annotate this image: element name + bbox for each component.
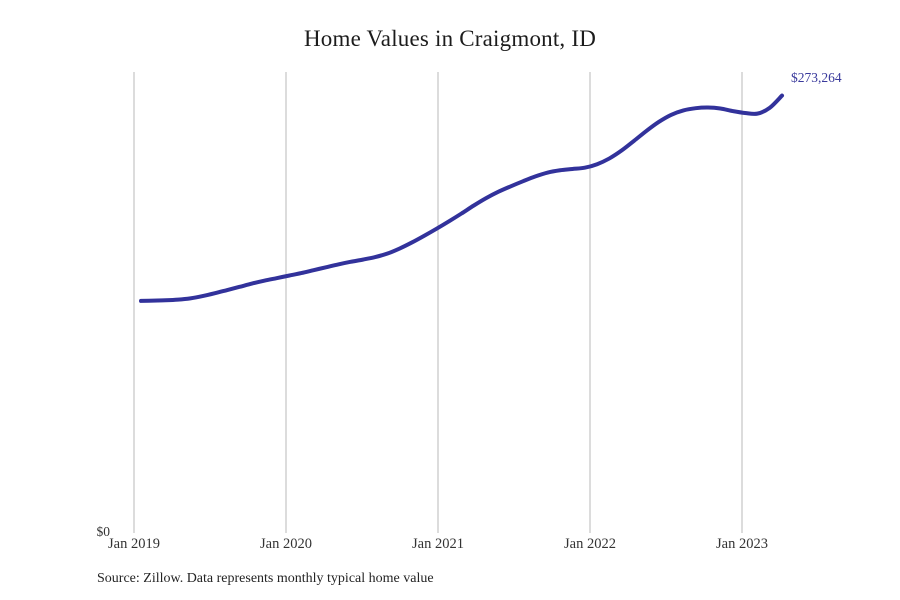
series-line-typical-home-value	[139, 93, 784, 303]
end-value-annotation: $273,264	[791, 70, 842, 85]
source-note: Source: Zillow. Data represents monthly …	[97, 571, 434, 586]
y-axis-zero-label: $0	[96, 524, 111, 539]
x-tick-label-jan-2022: Jan 2022	[564, 536, 616, 552]
page-title: Home Values in Craigmont, ID	[304, 26, 596, 51]
x-tick-label-jan-2020: Jan 2020	[260, 536, 312, 552]
x-tick-label-jan-2023: Jan 2023	[716, 536, 768, 552]
x-tick-label-jan-2019: Jan 2019	[108, 536, 160, 552]
gridlines-group	[133, 72, 743, 533]
x-tick-label-jan-2021: Jan 2021	[412, 536, 464, 552]
